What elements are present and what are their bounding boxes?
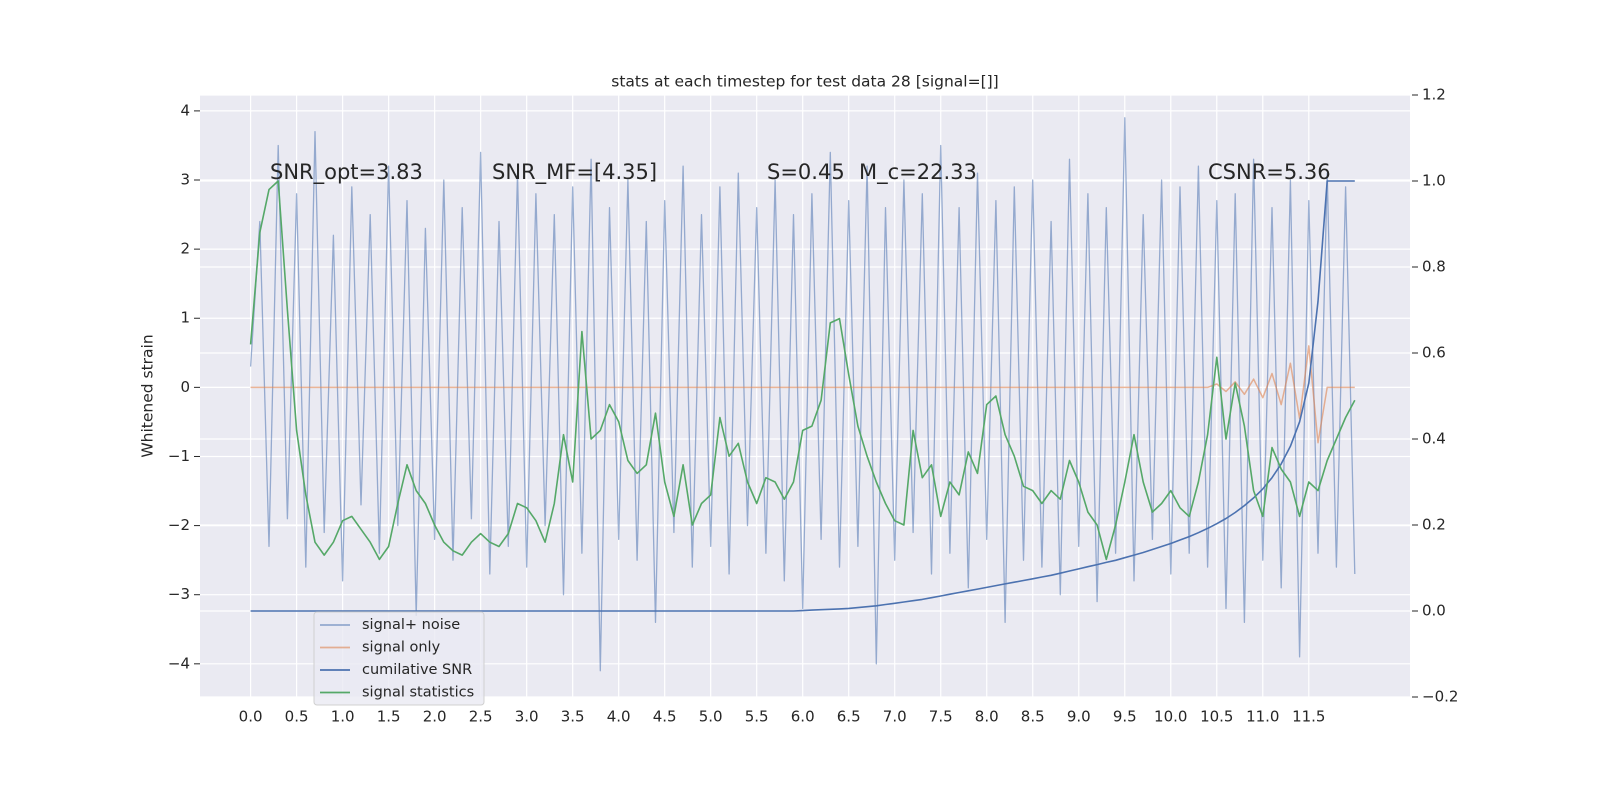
x-tick-label: 9.5 — [1113, 708, 1137, 726]
series-line — [249, 117, 1356, 672]
x-tick-label: 8.5 — [1021, 708, 1045, 726]
y-tick-label: 4 — [180, 101, 190, 119]
legend-box — [313, 611, 485, 706]
annotations: SNR_opt=3.83 SNR_MF=[4.35] S=0.45 M_c=22.33… — [270, 160, 1331, 185]
x-tick-label: 1.0 — [331, 708, 355, 726]
annotation: CSNR=5.36 — [1208, 160, 1331, 184]
y-axis-label: Whitened strain — [139, 334, 157, 457]
x-tick-label: 0.0 — [239, 708, 263, 726]
y-tick-label: −4 — [168, 654, 190, 672]
x-tick-label: 1.5 — [377, 708, 401, 726]
x-tick-label: 4.5 — [653, 708, 677, 726]
x-tick-label: 7.5 — [929, 708, 953, 726]
y-tick-label: 0 — [180, 378, 190, 396]
y2-tick-label: 1.0 — [1422, 172, 1446, 190]
y2-tick-label: 0.6 — [1422, 344, 1446, 362]
legend-label: signal statistics — [362, 685, 474, 701]
x-tick-label: 7.0 — [883, 708, 907, 726]
x-tick-label: 6.0 — [791, 708, 815, 726]
y2-tick-label: 0.2 — [1422, 516, 1446, 534]
annotation: SNR_MF=[4.35] — [492, 160, 657, 185]
x-tick-label: 10.5 — [1200, 708, 1233, 726]
x-tick-label: 3.5 — [561, 708, 585, 726]
annotation: SNR_opt=3.83 — [270, 160, 423, 185]
legend-label: signal+ noise — [362, 617, 460, 633]
y2-tick-label: 1.2 — [1422, 86, 1446, 104]
x-tick-label: 6.5 — [837, 708, 861, 726]
x-tick-label: 8.0 — [975, 708, 999, 726]
x-tick-label: 2.5 — [469, 708, 493, 726]
x-tick-label: 4.0 — [607, 708, 631, 726]
series-line — [250, 180, 1355, 612]
plot-background — [200, 95, 1410, 697]
y2-tick-label: 0.0 — [1422, 602, 1446, 620]
y2-tick-label: 0.4 — [1422, 430, 1446, 448]
y-tick-label: −1 — [168, 447, 190, 465]
y-tick-label: −3 — [168, 585, 190, 603]
y-tick-label: 3 — [180, 171, 190, 189]
y-tick-label: −2 — [168, 516, 190, 534]
series-line — [250, 345, 1355, 444]
annotation: M_c=22.33 — [859, 160, 977, 185]
x-tick-label: 11.5 — [1292, 708, 1325, 726]
chart-title: stats at each timestep for test data 28 … — [611, 73, 998, 91]
y-tick-label: 1 — [180, 309, 190, 327]
x-tick-label: 5.0 — [699, 708, 723, 726]
y-tick-label: 2 — [180, 240, 190, 258]
legend: signal+ noise signal only cumilative SNR si… — [313, 611, 485, 706]
x-tick-label: 3.0 — [515, 708, 539, 726]
axes: 0.0 0.5 1.0 1.5 2.0 2.5 3.0 3.5 4.0 4.5 5.0 5.5 6.0 6… — [168, 86, 1459, 726]
y2-tick-label: −0.2 — [1422, 688, 1458, 706]
x-tick-label: 9.0 — [1067, 708, 1091, 726]
x-tick-label: 5.5 — [745, 708, 769, 726]
legend-label: cumilative SNR — [362, 662, 472, 678]
legend-label: signal only — [362, 640, 441, 656]
series-line — [249, 180, 1356, 561]
y2-tick-label: 0.8 — [1422, 258, 1446, 276]
x-tick-label: 0.5 — [285, 708, 309, 726]
x-tick-label: 2.0 — [423, 708, 447, 726]
marks — [249, 117, 1356, 672]
x-tick-label: 10.0 — [1154, 708, 1187, 726]
annotation: S=0.45 — [767, 160, 845, 184]
x-tick-label: 11.0 — [1246, 708, 1279, 726]
